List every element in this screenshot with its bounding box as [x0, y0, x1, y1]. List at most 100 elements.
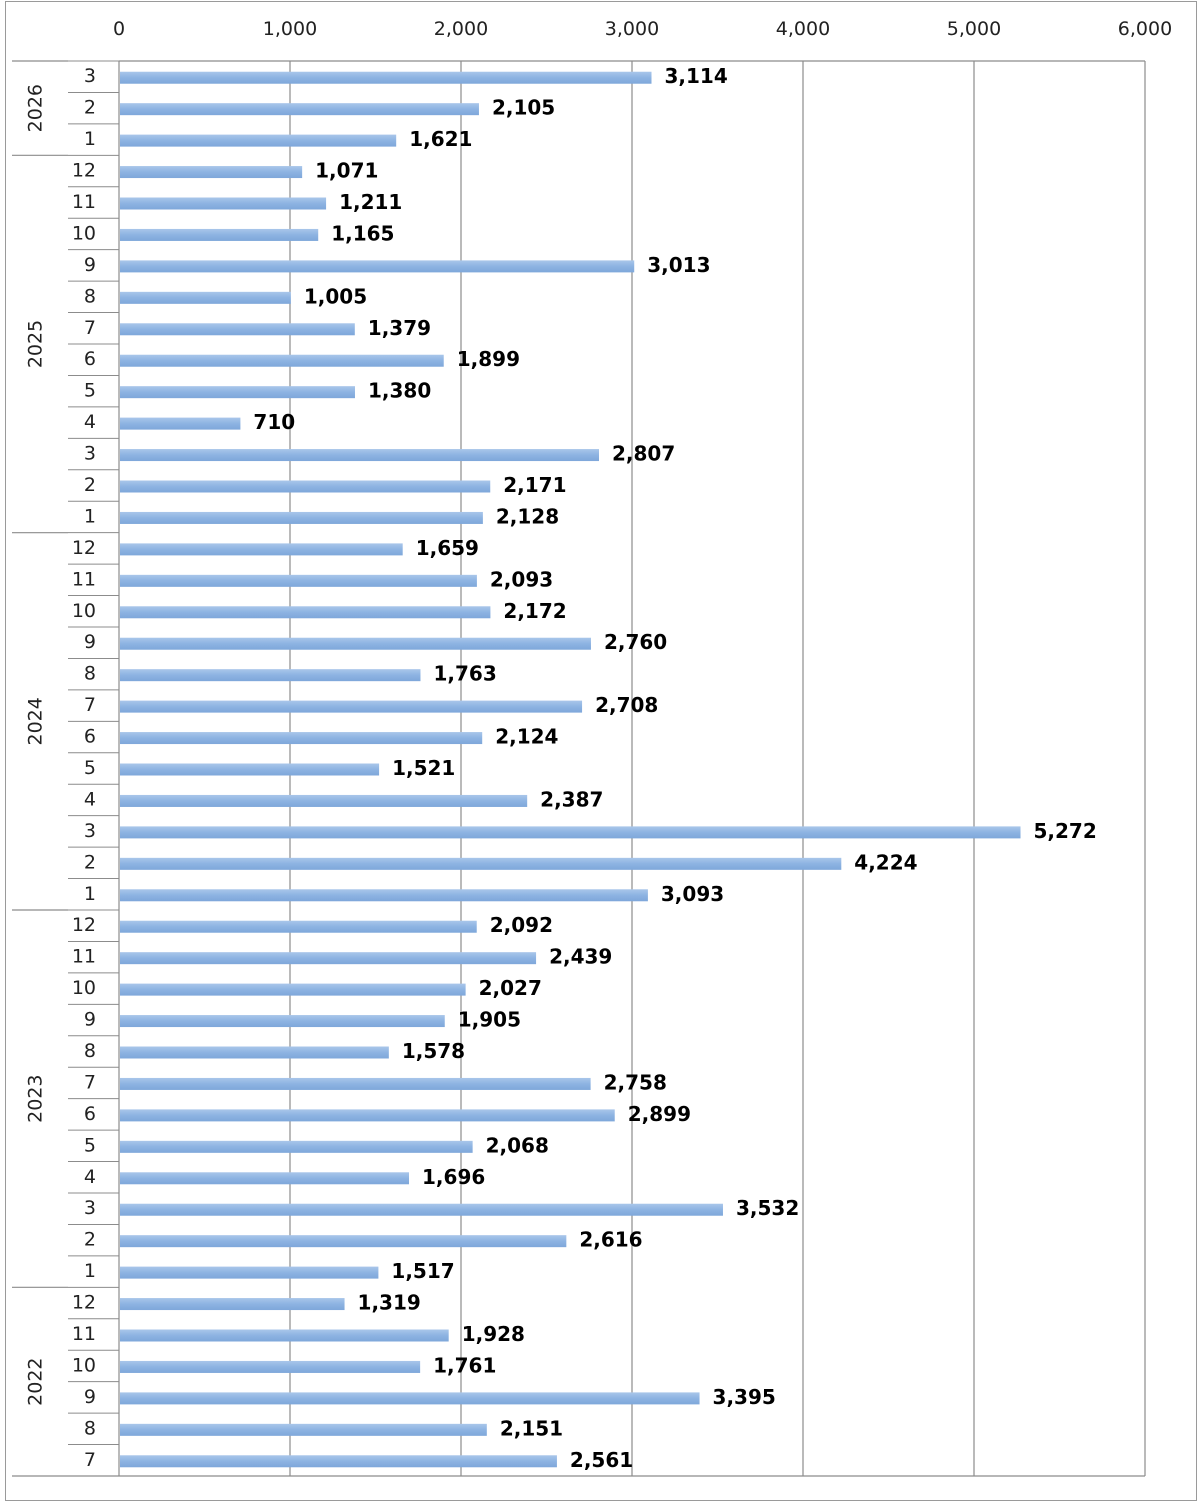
month-label: 4 [84, 1166, 96, 1188]
bar [120, 857, 842, 870]
month-label: 2 [84, 1229, 96, 1251]
month-label: 11 [72, 1323, 96, 1345]
year-label: 2025 [25, 320, 47, 368]
bar [120, 1140, 473, 1153]
data-label: 2,171 [503, 473, 566, 497]
bar [120, 952, 537, 965]
x-tick-label: 3,000 [605, 18, 659, 40]
data-label: 1,928 [462, 1322, 525, 1346]
data-label: 1,905 [458, 1008, 521, 1032]
data-label: 2,172 [503, 599, 566, 623]
month-label: 8 [84, 1040, 96, 1062]
data-label: 2,092 [490, 913, 553, 937]
data-label: 2,128 [496, 504, 559, 528]
month-label: 3 [84, 820, 96, 842]
month-label: 10 [72, 600, 96, 622]
bar [120, 794, 528, 807]
data-label: 1,659 [416, 536, 479, 560]
data-label: 3,395 [713, 1385, 776, 1409]
data-label: 1,165 [331, 221, 394, 245]
data-label: 1,763 [433, 662, 496, 686]
data-label: 2,807 [612, 442, 675, 466]
bar [120, 354, 444, 367]
month-label: 7 [84, 1071, 96, 1093]
bar [120, 1015, 445, 1028]
bar [120, 291, 291, 304]
data-label: 2,124 [495, 725, 558, 749]
data-label: 1,211 [339, 190, 402, 214]
data-label: 2,093 [490, 567, 553, 591]
month-label: 9 [84, 1386, 96, 1408]
month-label: 12 [72, 160, 96, 182]
bar [120, 826, 1021, 839]
axes [12, 60, 1145, 1477]
bar [120, 700, 583, 713]
x-tick-label: 4,000 [776, 18, 830, 40]
month-label: 1 [84, 128, 96, 150]
data-label: 3,114 [664, 64, 727, 88]
month-label: 2 [84, 97, 96, 119]
bar [120, 574, 477, 587]
bar [120, 1298, 345, 1311]
month-label: 8 [84, 663, 96, 685]
month-label: 6 [84, 348, 96, 370]
bar [120, 197, 327, 210]
data-label: 2,439 [549, 945, 612, 969]
data-label: 2,151 [500, 1416, 563, 1440]
month-label: 3 [84, 1197, 96, 1219]
x-tick-label: 6,000 [1118, 18, 1172, 40]
bar [120, 1077, 591, 1090]
bar [120, 166, 303, 179]
month-label: 6 [84, 1103, 96, 1125]
month-label: 4 [84, 411, 96, 433]
month-label: 8 [84, 1417, 96, 1439]
month-label: 12 [72, 914, 96, 936]
data-label: 2,105 [492, 96, 555, 120]
bar [120, 732, 483, 745]
year-label: 2024 [25, 697, 47, 745]
bar [120, 103, 479, 116]
data-label: 3,013 [647, 253, 710, 277]
month-label: 12 [72, 1292, 96, 1314]
month-label: 10 [72, 222, 96, 244]
bar [120, 511, 483, 524]
month-label: 9 [84, 254, 96, 276]
month-label: 10 [72, 977, 96, 999]
month-label: 6 [84, 726, 96, 748]
bar [120, 386, 355, 399]
year-label: 2023 [25, 1074, 47, 1122]
data-label: 2,760 [604, 630, 667, 654]
month-label: 5 [84, 1134, 96, 1156]
bar [120, 323, 355, 336]
data-label: 2,758 [604, 1070, 667, 1094]
bar [120, 1109, 615, 1122]
month-label: 7 [84, 1449, 96, 1471]
data-label: 1,621 [409, 127, 472, 151]
bar [120, 134, 397, 147]
bar [120, 1203, 723, 1216]
month-label: 11 [72, 568, 96, 590]
data-label: 1,379 [368, 316, 431, 340]
year-label: 2022 [25, 1357, 47, 1405]
data-label: 5,272 [1034, 819, 1097, 843]
bar [120, 1423, 487, 1436]
bar [120, 1360, 421, 1373]
year-label: 2026 [25, 84, 47, 132]
month-label: 1 [84, 883, 96, 905]
month-label: 1 [84, 1260, 96, 1282]
bar [120, 1266, 379, 1279]
data-label: 3,532 [736, 1196, 799, 1220]
data-label: 710 [253, 410, 295, 434]
bar [120, 228, 319, 241]
month-label: 1 [84, 505, 96, 527]
month-label: 12 [72, 537, 96, 559]
bar [120, 260, 635, 273]
bar [120, 983, 466, 996]
data-label: 1,071 [315, 159, 378, 183]
chart-frame [5, 1, 1197, 1501]
data-label: 1,696 [422, 1165, 485, 1189]
x-tick-label: 1,000 [263, 18, 317, 40]
month-label: 3 [84, 65, 96, 87]
data-label: 2,616 [579, 1228, 642, 1252]
